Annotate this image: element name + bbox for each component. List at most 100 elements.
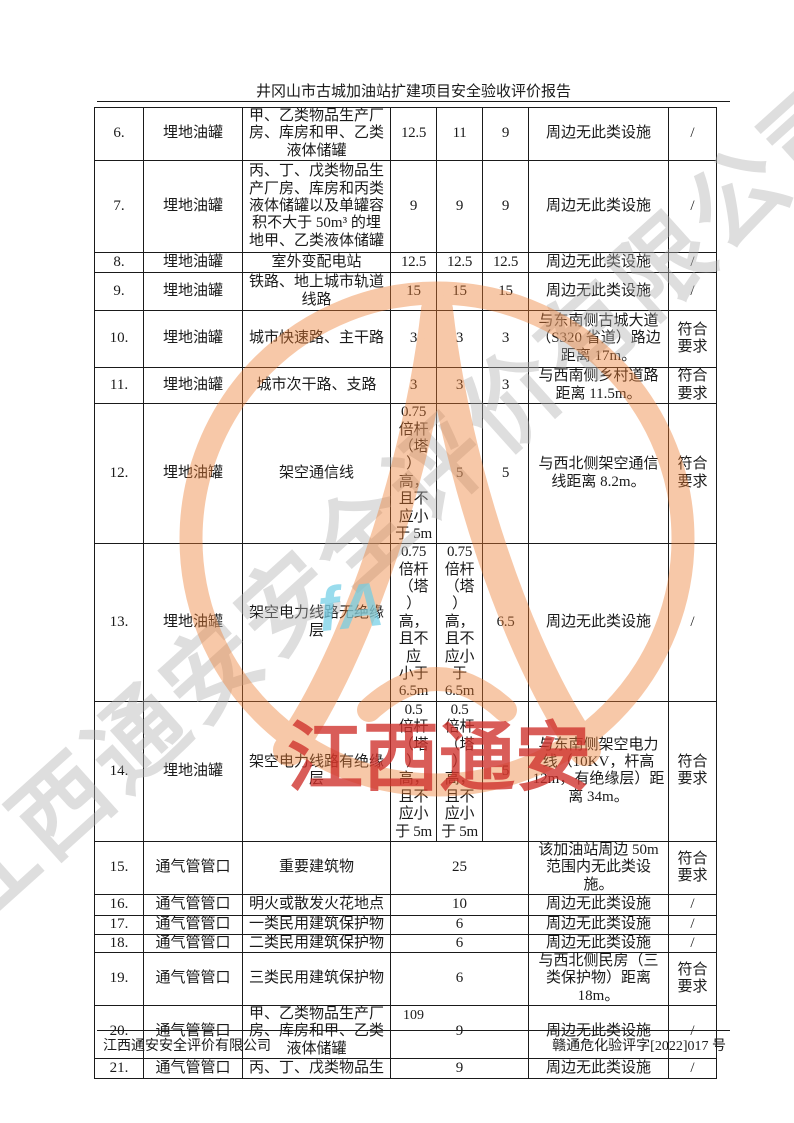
category-cell: 埋地油罐 bbox=[143, 700, 243, 842]
item-cell: 城市次干路、支路 bbox=[242, 367, 391, 405]
table-row: 18. 通气管管口 二类民用建筑保护物 6 周边无此类设施 / bbox=[94, 933, 717, 953]
footer-rule bbox=[97, 1030, 730, 1031]
page-footer: 江西通安安全评价有限公司 赣通危化验评字[2022]017 号 bbox=[97, 1035, 730, 1055]
value-cell: 12.5 bbox=[436, 252, 483, 274]
item-cell: 室外变配电站 bbox=[242, 252, 391, 274]
value-cell: 9 bbox=[390, 160, 437, 254]
note-cell: 与西南侧乡村道路距离 11.5m。 bbox=[528, 367, 669, 405]
conclusion-cell: / bbox=[668, 1005, 717, 1060]
conclusion-cell: / bbox=[668, 160, 717, 254]
item-cell: 城市快速路、主干路 bbox=[242, 310, 391, 369]
value-cell: 9 bbox=[482, 160, 529, 254]
note-cell: 周边无此类设施 bbox=[528, 160, 669, 254]
category-cell: 通气管管口 bbox=[143, 1005, 243, 1060]
row-number-cell: 19. bbox=[94, 951, 144, 1007]
value-cell: 9 bbox=[390, 1005, 529, 1060]
category-cell: 埋地油罐 bbox=[143, 106, 243, 162]
header-rule bbox=[97, 101, 730, 102]
value-cell: 11 bbox=[436, 106, 483, 162]
table-row: 16. 通气管管口 明火或散发火花地点 10 周边无此类设施 / bbox=[94, 894, 717, 917]
table-row: 11. 埋地油罐 城市次干路、支路 3 3 3 与西南侧乡村道路距离 11.5m… bbox=[94, 367, 717, 405]
row-number-cell: 17. bbox=[94, 915, 144, 935]
note-cell: 周边无此类设施 bbox=[528, 1005, 669, 1060]
value-cell: 6 bbox=[390, 951, 529, 1007]
category-cell: 通气管管口 bbox=[143, 933, 243, 953]
row-number-cell: 20. bbox=[94, 1005, 144, 1060]
category-cell: 埋地油罐 bbox=[143, 310, 243, 369]
value-cell: 12.5 bbox=[482, 252, 529, 274]
table-row: 19. 通气管管口 三类民用建筑保护物 6 与西北侧民房（三类保护物）距离 18… bbox=[94, 951, 717, 1007]
item-cell: 二类民用建筑保护物 bbox=[242, 933, 391, 953]
table-row: 17. 通气管管口 一类民用建筑保护物 6 周边无此类设施 / bbox=[94, 915, 717, 935]
conclusion-cell: / bbox=[668, 106, 717, 162]
note-cell: 周边无此类设施 bbox=[528, 106, 669, 162]
table-row: 12. 埋地油罐 架空通信线 0.75 倍杆 （塔 ）高， 且不 应小 于 5m… bbox=[94, 403, 717, 545]
note-cell: 周边无此类设施 bbox=[528, 894, 669, 917]
value-cell: 5 bbox=[482, 700, 529, 842]
conclusion-cell: 符合 要求 bbox=[668, 367, 717, 405]
table-row: 9. 埋地油罐 铁路、地上城市轨道线路 15 15 15 周边无此类设施 / bbox=[94, 272, 717, 312]
row-number-cell: 21. bbox=[94, 1058, 144, 1080]
row-number-cell: 14. bbox=[94, 700, 144, 842]
row-number-cell: 10. bbox=[94, 310, 144, 369]
row-number-cell: 12. bbox=[94, 403, 144, 545]
item-cell: 铁路、地上城市轨道线路 bbox=[242, 272, 391, 312]
footer-doc-number: 赣通危化验评字[2022]017 号 bbox=[552, 1039, 726, 1054]
value-cell: 5 bbox=[436, 403, 483, 545]
item-cell: 一类民用建筑保护物 bbox=[242, 915, 391, 935]
category-cell: 通气管管口 bbox=[143, 840, 243, 896]
category-cell: 埋地油罐 bbox=[143, 160, 243, 254]
value-cell: 9 bbox=[482, 106, 529, 162]
category-cell: 通气管管口 bbox=[143, 894, 243, 917]
note-cell: 该加油站周边 50m 范围内无此类设施。 bbox=[528, 840, 669, 896]
conclusion-cell: 符合 要求 bbox=[668, 700, 717, 842]
category-cell: 通气管管口 bbox=[143, 951, 243, 1007]
table-row: 15. 通气管管口 重要建筑物 25 该加油站周边 50m 范围内无此类设施。 … bbox=[94, 840, 717, 896]
note-cell: 周边无此类设施 bbox=[528, 252, 669, 274]
item-cell: 架空电力线路有绝缘层 bbox=[242, 700, 391, 842]
row-number-cell: 13. bbox=[94, 543, 144, 702]
value-cell: 3 bbox=[390, 367, 437, 405]
item-cell: 架空电力线路无绝缘层 bbox=[242, 543, 391, 702]
value-cell: 6.5 bbox=[482, 543, 529, 702]
item-cell: 重要建筑物 bbox=[242, 840, 391, 896]
item-cell: 丙、丁、戊类物品生 bbox=[242, 1058, 391, 1080]
note-cell: 周边无此类设施 bbox=[528, 933, 669, 953]
value-cell: 5 bbox=[482, 403, 529, 545]
value-cell: 0.75 倍杆 （塔 ）高， 且不 应小 于 5m bbox=[390, 403, 437, 545]
safety-distance-table: 6. 埋地油罐 甲、乙类物品生产厂房、库房和甲、乙类液体储罐 12.5 11 9… bbox=[94, 106, 717, 1080]
note-cell: 周边无此类设施 bbox=[528, 272, 669, 312]
value-cell: 15 bbox=[482, 272, 529, 312]
conclusion-cell: 符合 要求 bbox=[668, 951, 717, 1007]
category-cell: 埋地油罐 bbox=[143, 543, 243, 702]
table-row: 10. 埋地油罐 城市快速路、主干路 3 3 3 与东南侧古城大道（S320 省… bbox=[94, 310, 717, 369]
item-cell: 明火或散发火花地点 bbox=[242, 894, 391, 917]
row-number-cell: 11. bbox=[94, 367, 144, 405]
value-cell: 12.5 bbox=[390, 252, 437, 274]
page-number: 109 bbox=[403, 1008, 424, 1023]
row-number-cell: 18. bbox=[94, 933, 144, 953]
conclusion-cell: / bbox=[668, 252, 717, 274]
note-cell: 与东南侧古城大道（S320 省道）路边距离 17m。 bbox=[528, 310, 669, 369]
table-row: 20. 通气管管口 甲、乙类物品生产厂房、库房和甲、乙类液体储罐 9 周边无此类… bbox=[94, 1005, 717, 1060]
row-number-cell: 15. bbox=[94, 840, 144, 896]
conclusion-cell: 符合 要求 bbox=[668, 310, 717, 369]
conclusion-cell: / bbox=[668, 543, 717, 702]
row-number-cell: 8. bbox=[94, 252, 144, 274]
category-cell: 埋地油罐 bbox=[143, 403, 243, 545]
value-cell: 9 bbox=[436, 160, 483, 254]
value-cell: 0.5 倍杆 （塔 ）高， 且不 应小 于 5m bbox=[436, 700, 483, 842]
value-cell: 6 bbox=[390, 915, 529, 935]
category-cell: 埋地油罐 bbox=[143, 252, 243, 274]
value-cell: 0.75 倍杆 （塔 ）高， 且不 应小 于 6.5m bbox=[436, 543, 483, 702]
footer-company-name: 江西通安安全评价有限公司 bbox=[103, 1039, 271, 1054]
row-number-cell: 7. bbox=[94, 160, 144, 254]
note-cell: 与西北侧民房（三类保护物）距离 18m。 bbox=[528, 951, 669, 1007]
item-cell: 架空通信线 bbox=[242, 403, 391, 545]
value-cell: 3 bbox=[436, 367, 483, 405]
table-row: 8. 埋地油罐 室外变配电站 12.5 12.5 12.5 周边无此类设施 / bbox=[94, 252, 717, 274]
value-cell: 10 bbox=[390, 894, 529, 917]
value-cell: 9 bbox=[390, 1058, 529, 1080]
value-cell: 0.5 倍杆 （塔 ）高， 且不 应小 于 5m bbox=[390, 700, 437, 842]
